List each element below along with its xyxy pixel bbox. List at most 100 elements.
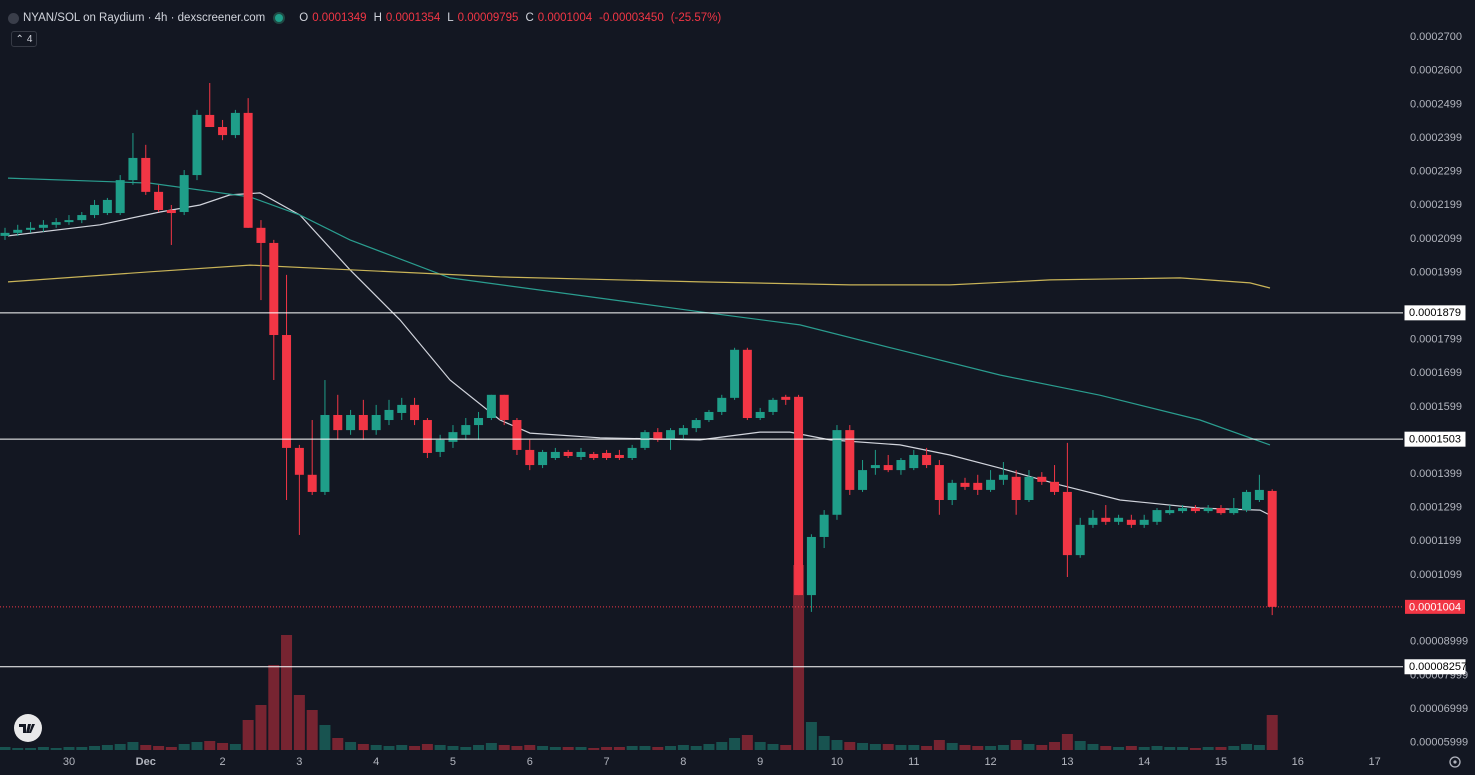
volume-bar [921,746,933,750]
y-tick-label: 0.0001299 [1410,502,1462,514]
l-label: L [447,12,454,24]
volume-bar [63,747,75,750]
symbol-icon [8,12,19,24]
volume-bar [1010,740,1022,750]
settings-icon[interactable] [1449,756,1461,768]
volume-bar [306,710,318,750]
indicator-toggle[interactable]: ⌃ 4 [11,31,37,47]
price-label: 0.0001879 [1409,307,1461,319]
candle-body [1062,491,1072,556]
candle-body [90,204,100,216]
volume-bar [447,746,459,750]
volume-bar [767,744,779,750]
volume-bar [383,746,395,750]
candle-body [1203,508,1213,512]
volume-bar [844,742,856,750]
candle-body [230,112,240,136]
y-tick-label: 0.00008999 [1410,636,1468,648]
candle-body [512,420,522,450]
volume-bar [498,745,510,750]
symbol: NYAN/SOL on Raydium · 4h · dexscreener.c… [23,12,266,24]
candle-body [448,432,458,442]
h-label: H [373,12,382,24]
volume-bar [818,736,830,750]
x-tick-label: 17 [1368,756,1380,768]
candle-body [1139,519,1149,525]
x-tick-label: 11 [908,756,919,768]
volume-bar [50,748,62,750]
legend-header: NYAN/SOL on Raydium · 4h · dexscreener.c… [8,12,724,24]
volume-bar [575,747,587,750]
candle-body [909,454,919,469]
candle-body [870,465,880,469]
volume-bar [1074,741,1086,750]
last-price-label: 0.0001004 [1409,601,1461,613]
candle-body [653,432,663,440]
volume-bar [1061,734,1073,750]
volume-bar [882,744,894,750]
x-tick-label: 12 [984,756,996,768]
candle-body [666,430,676,440]
x-tick-label: 30 [63,756,75,768]
volume-bar [345,742,357,750]
volume-bar [1177,747,1189,750]
candle-body [13,229,23,233]
candle-body [960,482,970,487]
volume-bar [1266,715,1278,750]
candle-body [128,157,138,181]
y-tick-label: 0.0001799 [1410,334,1462,346]
candle-body [1267,490,1277,607]
volume-bar [1087,744,1099,750]
candle-body [179,175,189,213]
candle-body [691,420,701,429]
volume-bar [409,746,421,750]
candle-body [1178,508,1188,512]
candle-body [51,222,61,225]
plot [0,82,1278,750]
volume-bar [869,744,881,750]
indicator-count: 4 [26,33,33,45]
volume-bar [1151,746,1163,750]
candle-body [1011,476,1021,500]
volume-bar [319,725,331,750]
candle-body [486,394,496,419]
x-tick-label: 8 [680,756,686,768]
status-dot [275,14,284,22]
volume-bar [524,745,536,750]
candle-body [1242,491,1252,511]
candle-body [294,447,304,475]
volume-bar [165,747,177,750]
candle-body [346,414,356,431]
y-tick-label: 0.0001699 [1410,367,1462,379]
l-value: 0.00009795 [457,12,519,24]
candle-body [883,465,893,471]
x-tick-label: 6 [527,756,533,768]
candle-body [922,454,932,466]
y-tick-label: 0.0002199 [1410,199,1462,211]
candle-body [282,335,292,448]
volume-bar [1202,747,1214,750]
candle-body [1114,517,1124,522]
price-label: 0.0001503 [1409,434,1461,446]
candle-body [371,414,381,431]
candle-body [435,439,445,452]
chevron: ⌃ [15,33,24,45]
volume-bar [191,742,203,750]
y-tick-label: 0.0002299 [1410,166,1462,178]
volume-bar [985,746,997,750]
volume-bar [741,735,753,750]
candle-body [986,479,996,490]
y-tick-label: 0.0002099 [1410,233,1462,245]
y-tick-label: 0.00005999 [1410,737,1468,749]
last-price-box [1405,599,1465,614]
volume-bar [242,720,254,750]
volume-bar [1253,745,1265,750]
x-tick-label: 7 [604,756,610,768]
y-tick-label: 0.0001199 [1410,535,1461,547]
tv-logo [14,714,42,742]
volume-bar [857,743,869,750]
volume-bar [1113,747,1125,750]
volume-bar [37,747,49,750]
volume-bar [1023,744,1035,750]
